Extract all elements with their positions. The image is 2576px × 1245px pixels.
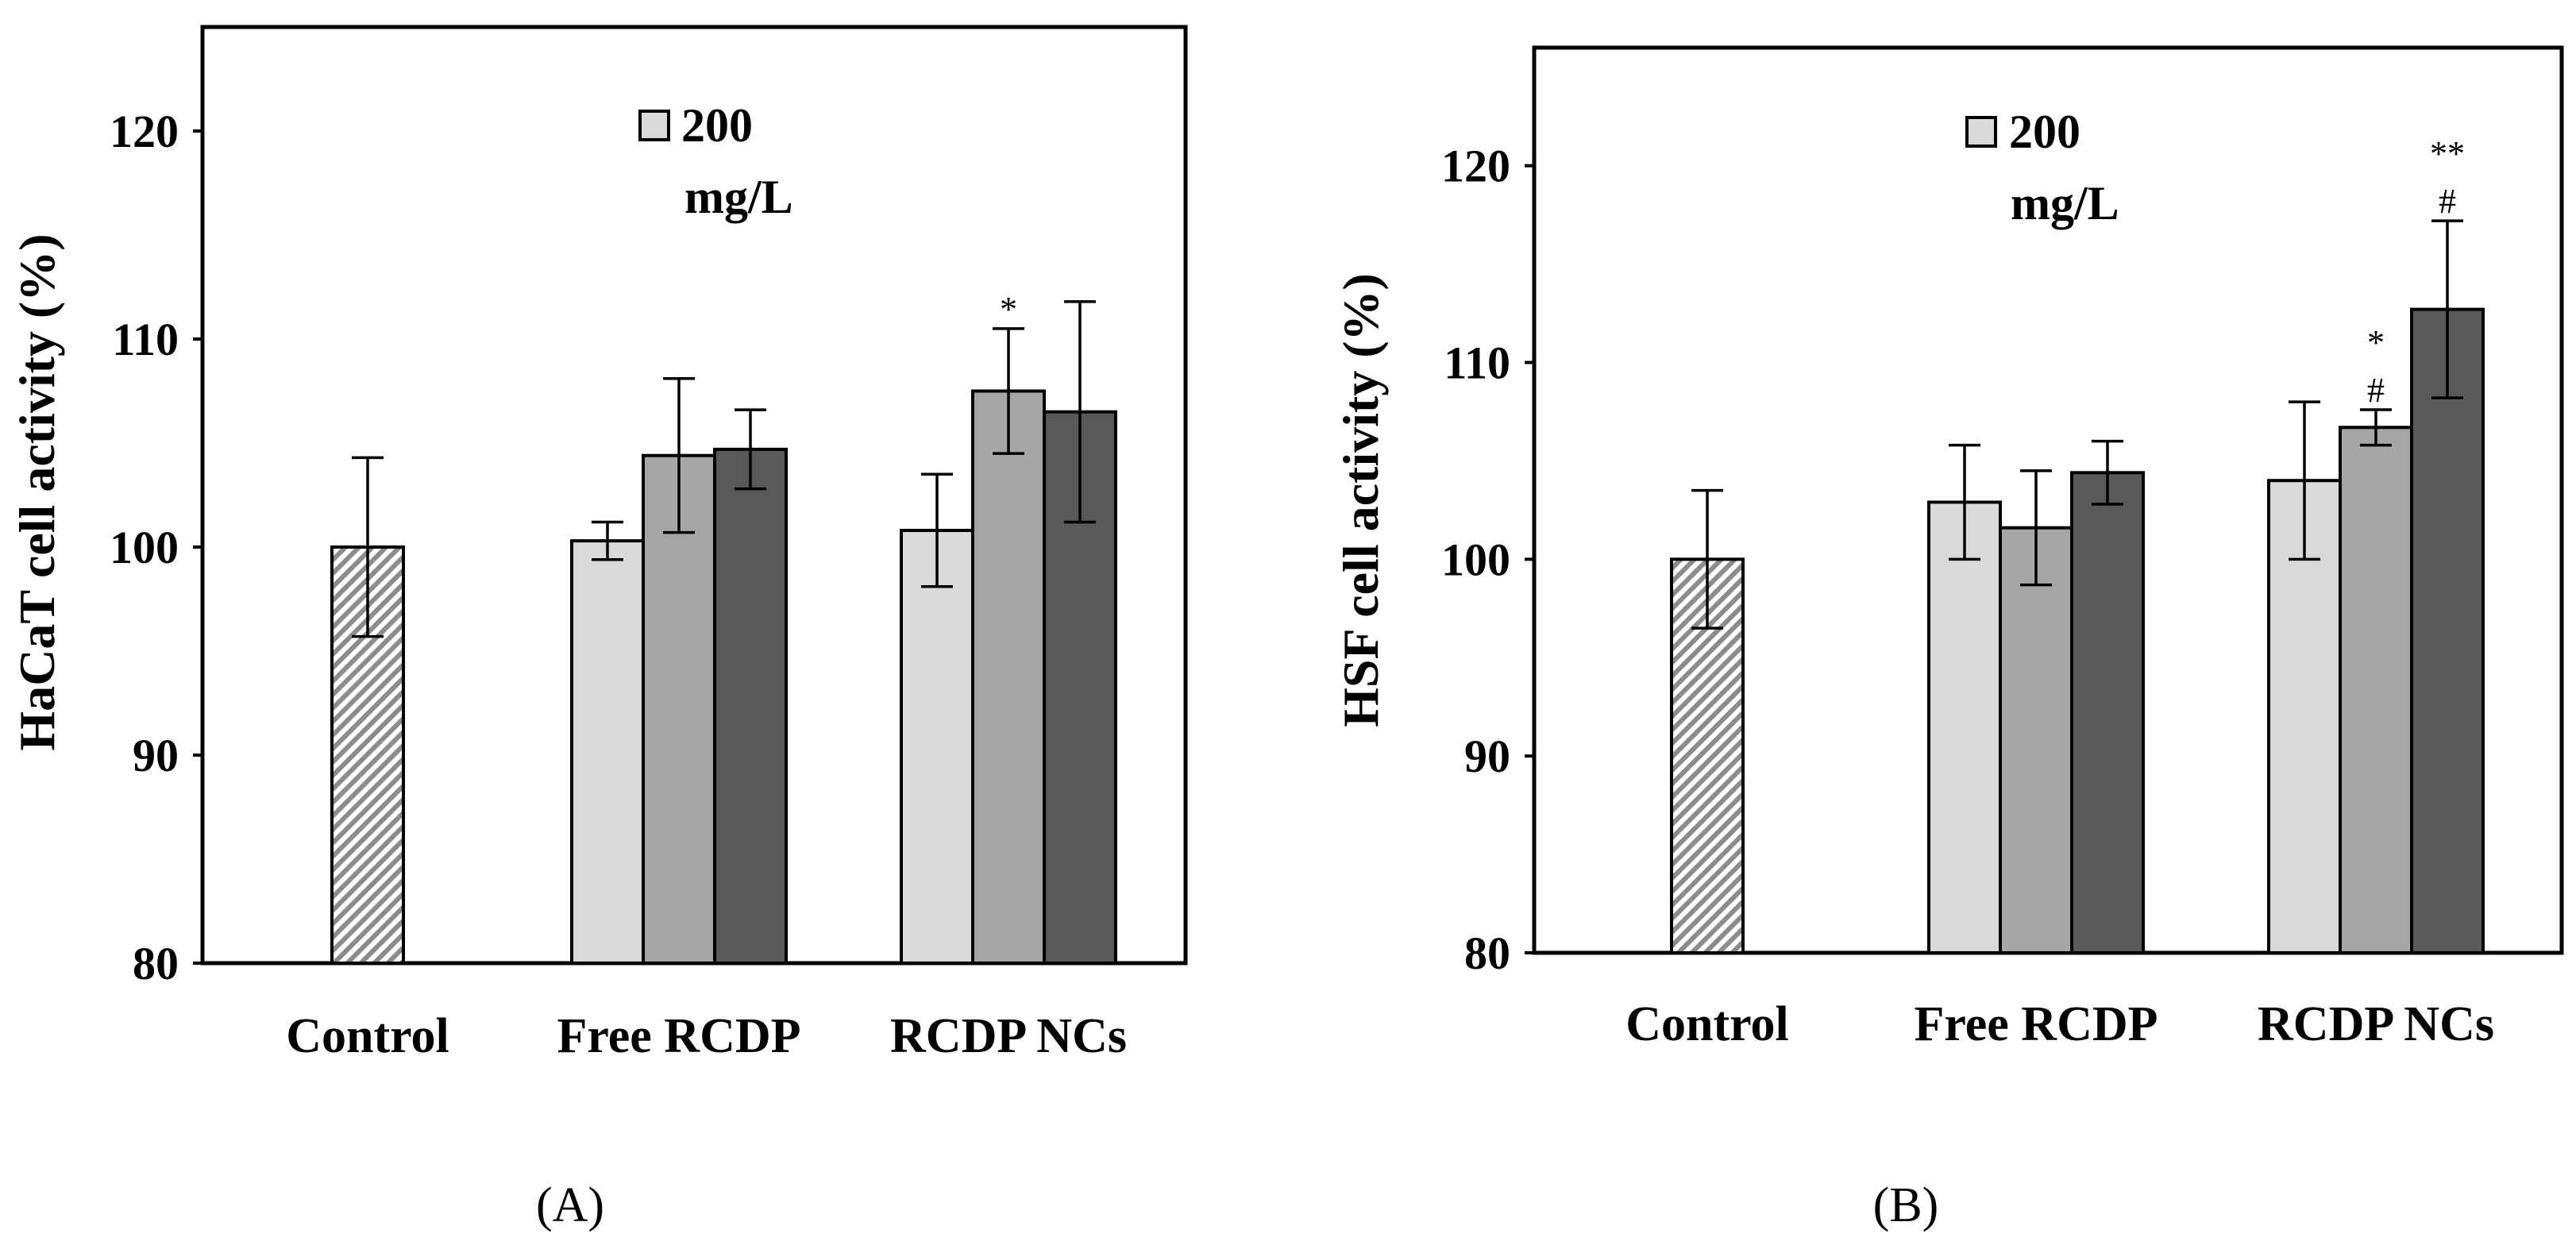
bar-dose-1 (1927, 500, 2002, 954)
bar-dose-3 (713, 447, 788, 965)
bar-dose-3 (2070, 471, 2145, 954)
bar-dose-1 (900, 529, 974, 965)
y-axis-label: HaCaT cell activity (%) (9, 233, 65, 750)
bar-dose-3 (2410, 307, 2485, 954)
category-label: RCDP NCs (890, 1009, 1127, 1063)
y-tick-label: 120 (110, 106, 179, 157)
panel-label-b: (B) (1873, 1178, 1939, 1232)
category-label: Free RCDP (1914, 997, 2158, 1051)
legend-label-unit: mg/L (684, 171, 793, 223)
legend-swatch (1965, 116, 1997, 148)
y-tick-label: 100 (1441, 534, 1510, 585)
legend-swatch (638, 110, 670, 141)
y-tick-label: 90 (1464, 730, 1510, 782)
significance-marker: * (1000, 290, 1017, 329)
chart-panel-a: 80 90 100 110 120 HaCaT cell activity (%) Cont… (9, 25, 1188, 1063)
y-tick-label: 120 (1441, 141, 1510, 192)
significance-marker: ** (2430, 134, 2465, 173)
category-label: Free RCDP (557, 1009, 800, 1063)
chart-panel-b: 80 90 100 110 120 HSF cell activity (%) Contro… (1332, 45, 2564, 1051)
significance-marker: # (2439, 182, 2456, 221)
legend-label-unit: mg/L (2011, 177, 2119, 229)
bar-dose-2 (2339, 426, 2413, 954)
category-label: Control (286, 1009, 449, 1063)
y-tick-label: 80 (1464, 927, 1510, 979)
y-tick-label: 110 (1444, 337, 1510, 389)
bar-dose-2 (1999, 526, 2073, 954)
bar-dose-2 (971, 389, 1046, 965)
significance-marker: * (2367, 323, 2385, 362)
y-tick-label: 80 (133, 938, 179, 989)
y-tick-label: 100 (110, 522, 179, 573)
category-label: Control (1625, 997, 1789, 1051)
legend-label: 200 (2009, 106, 2080, 158)
legend-label: 200 (681, 99, 753, 152)
y-axis-label: HSF cell activity (%) (1332, 273, 1389, 727)
y-tick-label: 90 (133, 730, 179, 781)
y-tick-label: 110 (112, 314, 179, 365)
category-label: RCDP NCs (2258, 997, 2494, 1051)
panel-label-a: (A) (536, 1178, 604, 1232)
bar-dose-1 (570, 539, 645, 965)
bar-dose-3 (1043, 410, 1117, 965)
significance-marker: # (2367, 371, 2385, 410)
